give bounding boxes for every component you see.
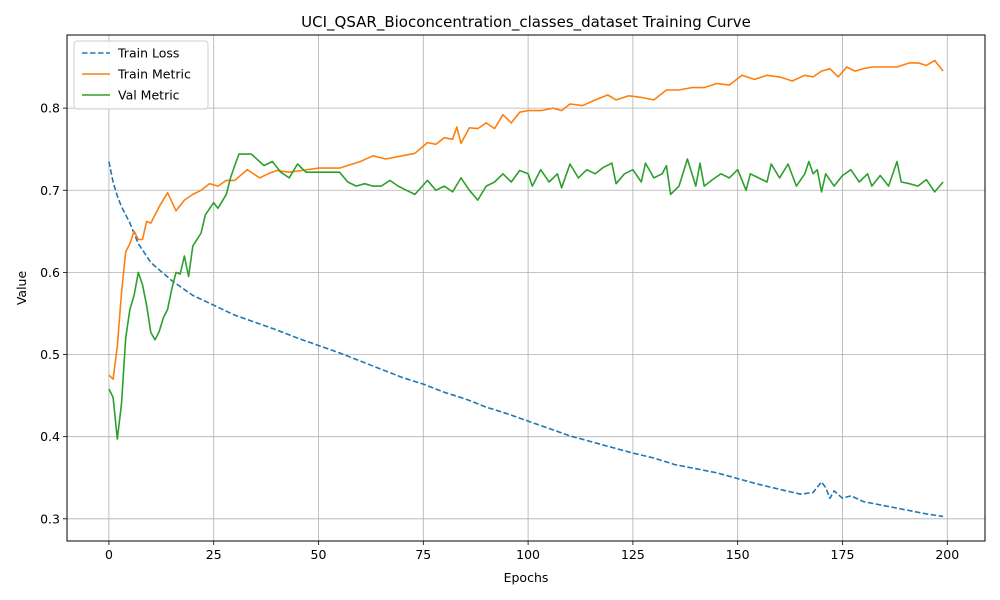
legend-label: Train Metric <box>117 67 191 82</box>
y-tick-label: 0.3 <box>40 511 60 526</box>
x-tick-label: 0 <box>105 547 113 562</box>
legend-box <box>73 40 209 110</box>
y-tick-label: 0.6 <box>40 265 60 280</box>
y-axis-title: Value <box>14 271 29 306</box>
x-tick-label: 50 <box>311 547 327 562</box>
y-tick-label: 0.7 <box>40 183 60 198</box>
chart-title: UCI_QSAR_Bioconcentration_classes_datase… <box>301 13 751 32</box>
x-tick-label: 150 <box>726 547 750 562</box>
legend-label: Val Metric <box>118 88 180 103</box>
x-tick-label: 175 <box>831 547 855 562</box>
series-line-train-metric <box>108 59 944 381</box>
x-tick-label: 25 <box>206 547 222 562</box>
x-tick-label: 75 <box>415 547 431 562</box>
axis-ticks: 0 25 50 75 100 125 150 175 200 0.3 0.4 0.5 0.6 0.7 0.8 <box>40 101 959 562</box>
series-line-val-metric <box>108 153 944 440</box>
x-tick-label: 100 <box>516 547 540 562</box>
legend: Train Loss Train Metric Val Metric <box>73 40 209 110</box>
series-group <box>108 59 944 518</box>
x-tick-label: 125 <box>621 547 645 562</box>
y-tick-label: 0.8 <box>40 101 60 116</box>
x-tick-label: 200 <box>935 547 959 562</box>
legend-label: Train Loss <box>117 46 179 61</box>
series-line-train-loss <box>108 161 944 518</box>
y-tick-label: 0.4 <box>40 429 60 444</box>
y-tick-label: 0.5 <box>40 347 60 362</box>
x-axis-title: Epochs <box>504 570 549 585</box>
plot-area-frame <box>66 34 986 542</box>
grid <box>67 35 985 541</box>
